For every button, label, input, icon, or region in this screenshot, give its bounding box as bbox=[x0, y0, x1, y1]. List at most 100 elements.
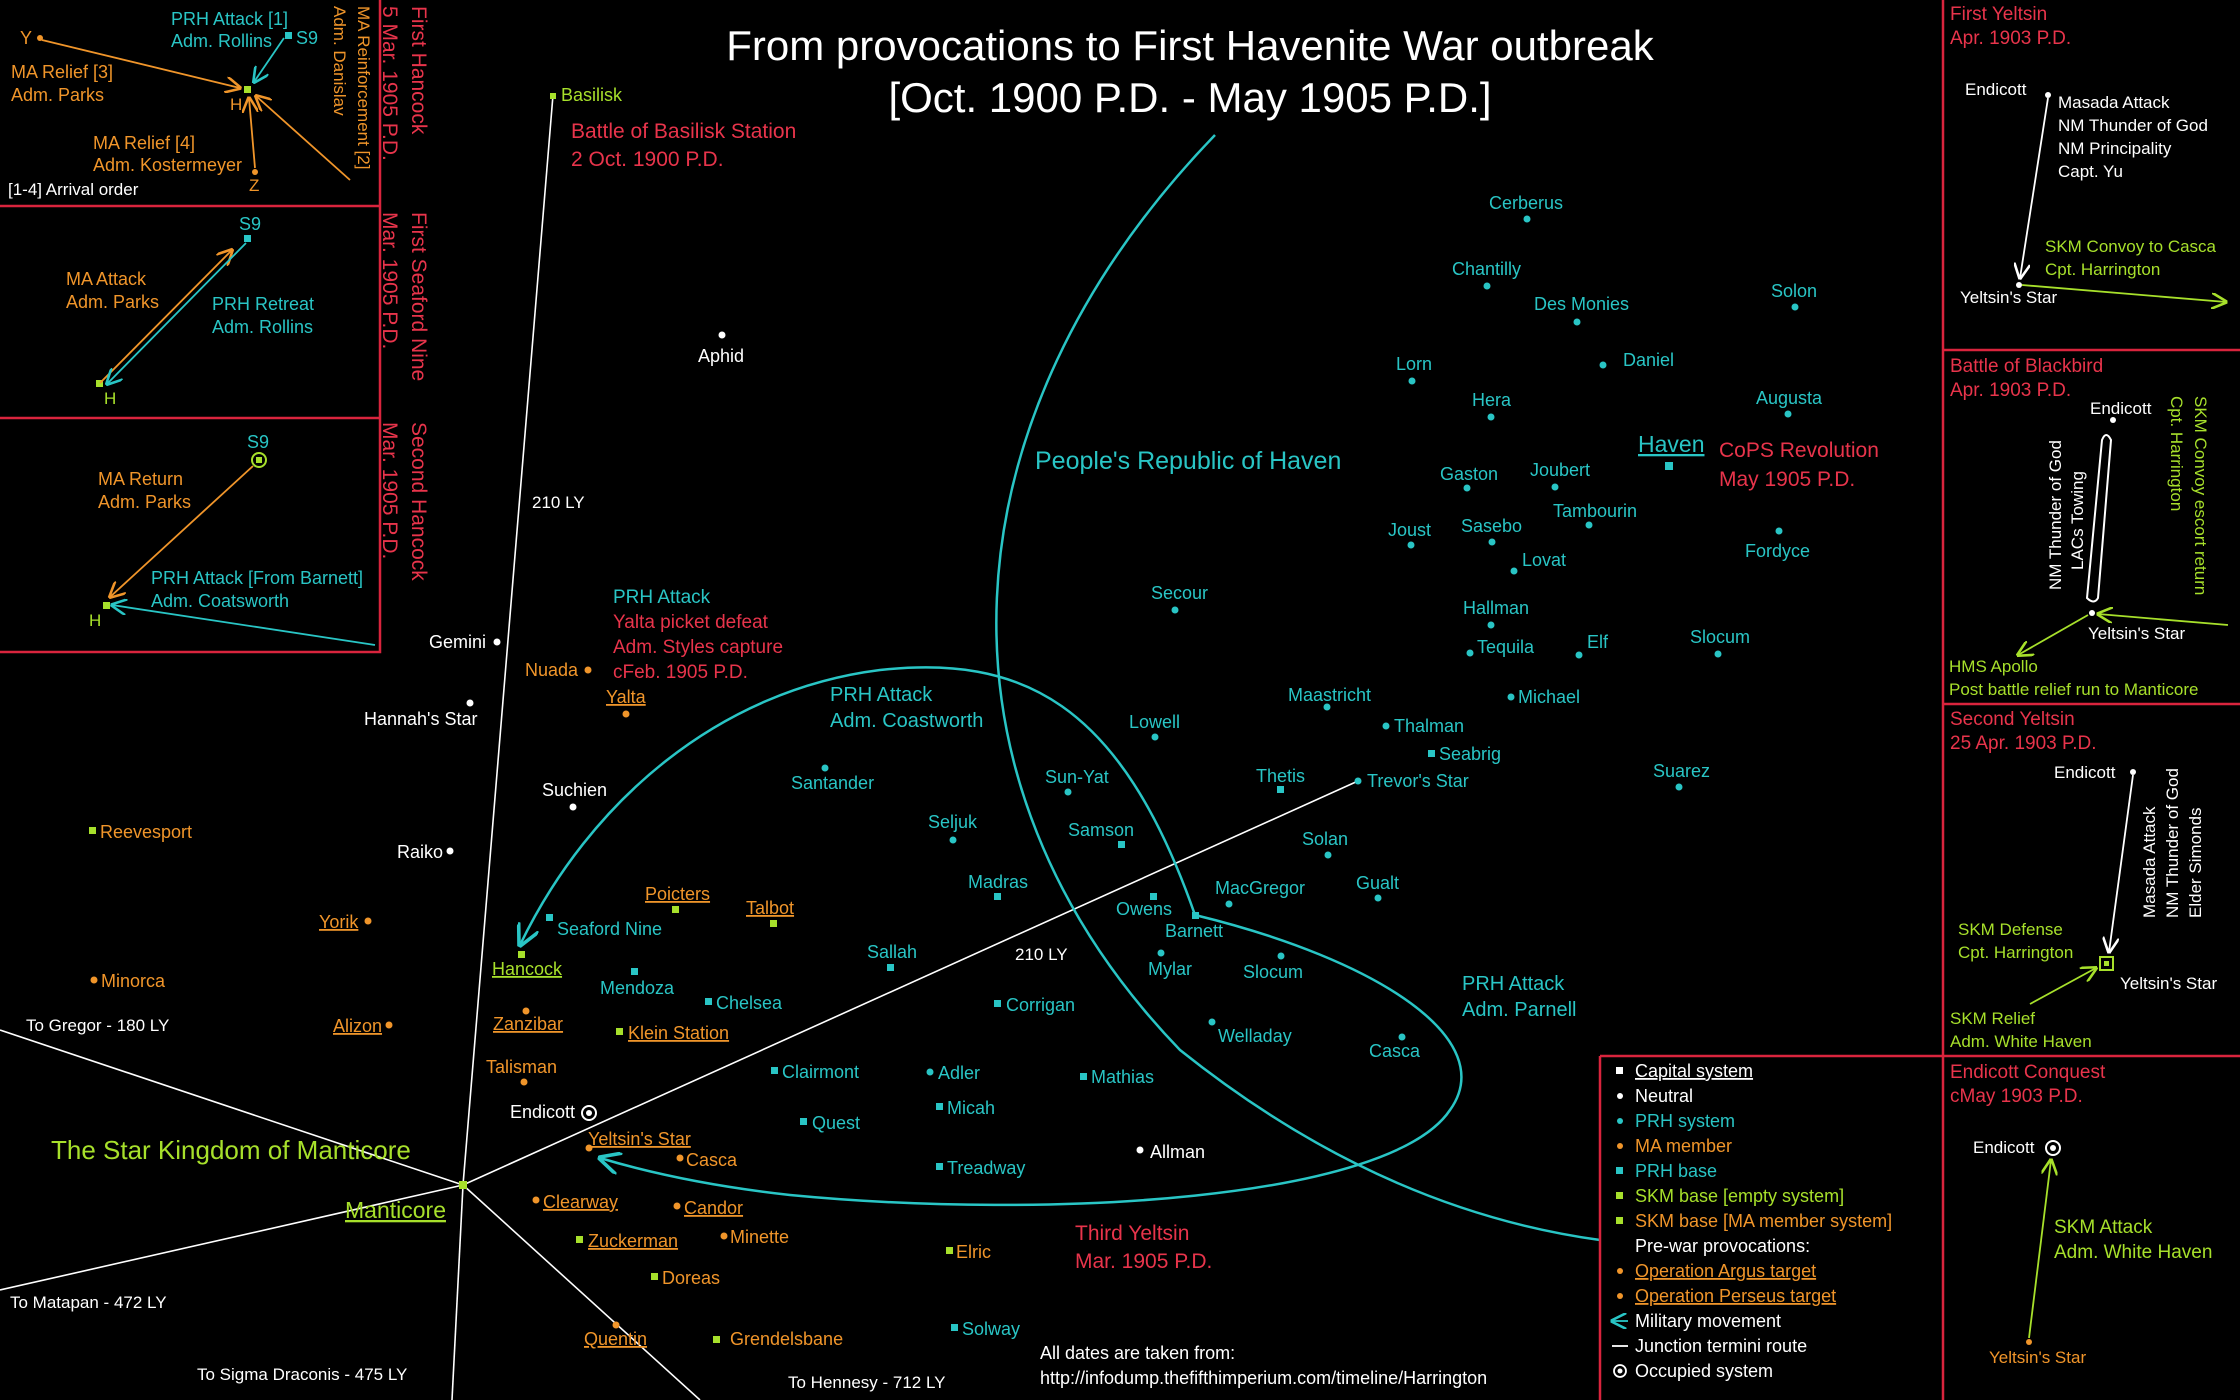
system-des-monies[interactable]: Des Monies bbox=[1534, 294, 1629, 326]
system-yalta[interactable]: Yalta bbox=[606, 687, 647, 718]
system-klein-station[interactable]: Klein Station bbox=[616, 1023, 729, 1043]
map-title: From provocations to First Havenite War … bbox=[726, 22, 1654, 121]
system-seaford-nine[interactable]: Seaford Nine bbox=[546, 914, 662, 939]
system-adler[interactable]: Adler bbox=[926, 1063, 981, 1083]
system-secour[interactable]: Secour bbox=[1151, 583, 1208, 614]
system-label: Welladay bbox=[1218, 1026, 1292, 1046]
legend-item: MA member bbox=[1617, 1136, 1732, 1156]
system-gaston[interactable]: Gaston bbox=[1440, 464, 1498, 492]
system-solway[interactable]: Solway bbox=[951, 1319, 1020, 1339]
system-alizon[interactable]: Alizon bbox=[333, 1016, 393, 1036]
system-candor[interactable]: Candor bbox=[673, 1198, 744, 1218]
system-fordyce[interactable]: Fordyce bbox=[1745, 527, 1810, 562]
system-zanzibar[interactable]: Zanzibar bbox=[493, 1007, 563, 1035]
system-yorik[interactable]: Yorik bbox=[319, 912, 372, 932]
system-tambourin[interactable]: Tambourin bbox=[1553, 501, 1637, 529]
legend-label: Occupied system bbox=[1635, 1361, 1773, 1381]
system-label: Reevesport bbox=[100, 822, 192, 842]
system-mendoza[interactable]: Mendoza bbox=[600, 968, 675, 998]
system-trevors-star[interactable]: Trevor's Star bbox=[1354, 771, 1469, 791]
system-yeltsins-star[interactable]: Yeltsin's Star bbox=[585, 1129, 691, 1152]
event-date: 2 Oct. 1900 P.D. bbox=[571, 148, 724, 171]
system-quest[interactable]: Quest bbox=[800, 1113, 860, 1133]
system-seabrig[interactable]: Seabrig bbox=[1428, 744, 1501, 764]
system-thetis[interactable]: Thetis bbox=[1256, 766, 1305, 793]
system-lovat[interactable]: Lovat bbox=[1510, 550, 1567, 575]
system-daniel[interactable]: Daniel bbox=[1599, 350, 1675, 370]
system-sun-yat[interactable]: Sun-Yat bbox=[1045, 767, 1109, 796]
system-micah[interactable]: Micah bbox=[936, 1098, 995, 1118]
system-slocum-north[interactable]: Slocum bbox=[1690, 627, 1750, 658]
system-elric[interactable]: Elric bbox=[946, 1242, 991, 1262]
system-poicters[interactable]: Poicters bbox=[645, 884, 710, 913]
system-sallah[interactable]: Sallah bbox=[867, 942, 917, 971]
nm-line-1: NM Thunder of God bbox=[2046, 440, 2065, 590]
system-raiko[interactable]: Raiko bbox=[397, 842, 454, 862]
masada-line-2: NM Thunder of God bbox=[2163, 768, 2182, 918]
system-sasebo[interactable]: Sasebo bbox=[1461, 516, 1522, 546]
system-hallman[interactable]: Hallman bbox=[1463, 598, 1529, 629]
system-tequila[interactable]: Tequila bbox=[1466, 637, 1536, 657]
system-thalman[interactable]: Thalman bbox=[1382, 716, 1465, 736]
system-macgregor[interactable]: MacGregor bbox=[1215, 878, 1305, 908]
ma-admiral: Adm. Parks bbox=[98, 492, 191, 512]
system-solon[interactable]: Solon bbox=[1771, 281, 1817, 311]
system-endicott[interactable]: Endicott bbox=[510, 1102, 597, 1122]
system-minette[interactable]: Minette bbox=[720, 1227, 790, 1247]
system-lorn[interactable]: Lorn bbox=[1396, 354, 1432, 385]
capital-manticore[interactable]: Manticore bbox=[345, 1181, 467, 1223]
system-clearway[interactable]: Clearway bbox=[532, 1192, 619, 1212]
system-chelsea[interactable]: Chelsea bbox=[705, 993, 783, 1013]
system-doreas[interactable]: Doreas bbox=[651, 1268, 720, 1288]
system-casca-ma[interactable]: Casca bbox=[676, 1150, 739, 1170]
system-zuckerman[interactable]: Zuckerman bbox=[576, 1231, 678, 1251]
system-hera[interactable]: Hera bbox=[1472, 390, 1512, 421]
system-chantilly[interactable]: Chantilly bbox=[1452, 259, 1521, 290]
system-barnett[interactable]: Barnett bbox=[1165, 912, 1223, 941]
system-owens[interactable]: Owens bbox=[1116, 893, 1172, 919]
system-madras[interactable]: Madras bbox=[968, 872, 1028, 900]
system-quentin[interactable]: Quentin bbox=[584, 1321, 647, 1350]
system-hannahs-star[interactable]: Hannah's Star bbox=[364, 699, 478, 730]
system-mathias[interactable]: Mathias bbox=[1080, 1067, 1154, 1087]
system-gemini[interactable]: Gemini bbox=[429, 632, 501, 652]
system-casca-prh[interactable]: Casca bbox=[1369, 1033, 1421, 1062]
convoy-line-2: Cpt. Harrington bbox=[2045, 260, 2160, 279]
system-clairmont[interactable]: Clairmont bbox=[771, 1062, 859, 1082]
system-basilisk[interactable]: Basilisk bbox=[550, 85, 623, 105]
distance-gregor: To Gregor - 180 LY bbox=[26, 1016, 169, 1035]
system-santander[interactable]: Santander bbox=[791, 764, 874, 794]
inset-date: Mar. 1905 P.D. bbox=[378, 212, 401, 349]
legend-label: PRH system bbox=[1635, 1111, 1735, 1131]
system-corrigan[interactable]: Corrigan bbox=[994, 995, 1075, 1015]
system-treadway[interactable]: Treadway bbox=[936, 1158, 1025, 1178]
system-joubert[interactable]: Joubert bbox=[1530, 460, 1590, 491]
system-mylar[interactable]: Mylar bbox=[1148, 949, 1192, 980]
system-seljuk[interactable]: Seljuk bbox=[928, 812, 978, 844]
system-augusta[interactable]: Augusta bbox=[1756, 388, 1823, 418]
system-slocum-south[interactable]: Slocum bbox=[1243, 952, 1303, 983]
source-line-2: http://infodump.thefifthimperium.com/tim… bbox=[1040, 1368, 1487, 1388]
system-hancock[interactable]: Hancock bbox=[492, 951, 563, 979]
system-solan[interactable]: Solan bbox=[1302, 829, 1348, 859]
system-samson[interactable]: Samson bbox=[1068, 820, 1134, 848]
capital-haven[interactable]: Haven bbox=[1638, 431, 1704, 470]
system-grendelsbane[interactable]: Grendelsbane bbox=[713, 1329, 843, 1349]
system-lowell[interactable]: Lowell bbox=[1129, 712, 1180, 741]
system-minorca[interactable]: Minorca bbox=[90, 971, 167, 991]
system-cerberus[interactable]: Cerberus bbox=[1489, 193, 1563, 223]
system-suarez[interactable]: Suarez bbox=[1653, 761, 1710, 791]
system-aphid[interactable]: Aphid bbox=[698, 331, 744, 367]
system-joust[interactable]: Joust bbox=[1388, 520, 1431, 549]
system-elf[interactable]: Elf bbox=[1575, 632, 1610, 659]
system-talbot[interactable]: Talbot bbox=[746, 898, 794, 927]
system-michael[interactable]: Michael bbox=[1507, 687, 1581, 707]
system-gualt[interactable]: Gualt bbox=[1356, 873, 1399, 902]
system-suchien[interactable]: Suchien bbox=[542, 780, 607, 811]
system-allman[interactable]: Allman bbox=[1136, 1142, 1206, 1162]
system-nuada[interactable]: Nuada bbox=[525, 660, 592, 680]
system-welladay[interactable]: Welladay bbox=[1208, 1018, 1292, 1047]
system-talisman[interactable]: Talisman bbox=[486, 1057, 557, 1086]
system-maastricht[interactable]: Maastricht bbox=[1288, 685, 1371, 711]
system-reevesport[interactable]: Reevesport bbox=[89, 822, 192, 842]
